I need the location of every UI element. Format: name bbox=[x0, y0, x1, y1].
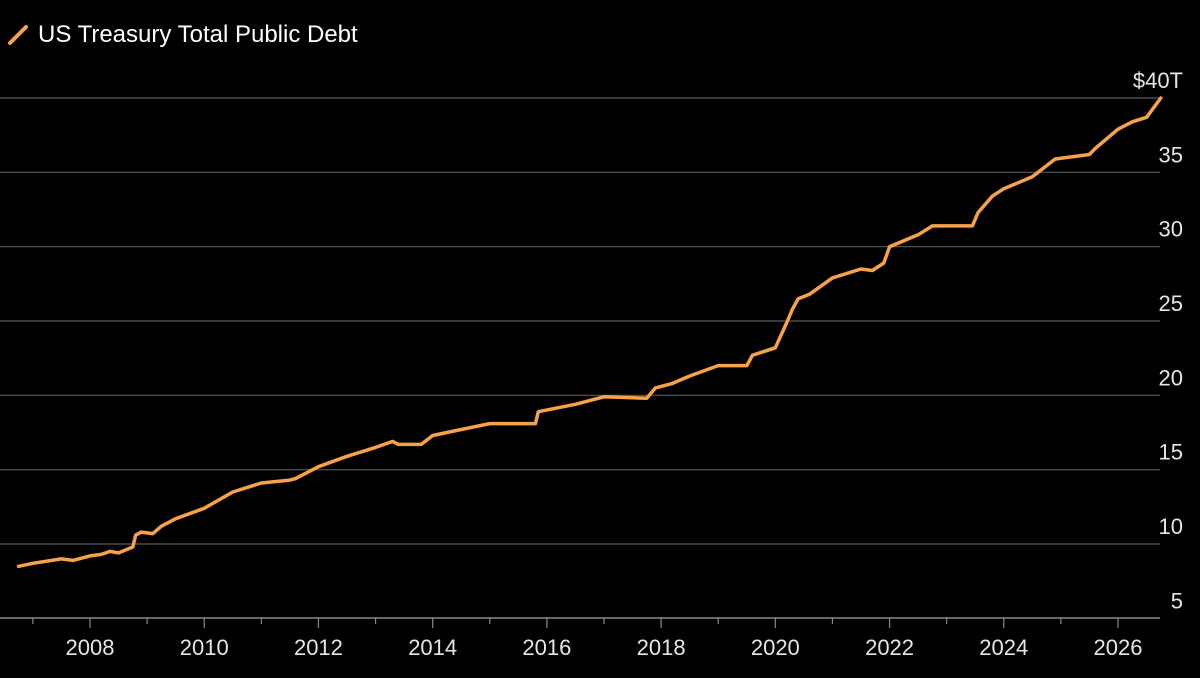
x-tick-label-2020: 2020 bbox=[751, 635, 800, 660]
x-tick-label-2022: 2022 bbox=[865, 635, 914, 660]
x-tick-label-2010: 2010 bbox=[180, 635, 229, 660]
x-tick-label-2026: 2026 bbox=[1094, 635, 1143, 660]
x-tick-label-2014: 2014 bbox=[408, 635, 457, 660]
y-tick-label-40: $40T bbox=[1133, 68, 1183, 93]
x-tick-label-2016: 2016 bbox=[522, 635, 571, 660]
grid-lines bbox=[0, 97, 1160, 545]
series-layer bbox=[16, 96, 1163, 569]
y-axis-labels: 5 10 15 20 25 30 35 $40T bbox=[1133, 68, 1183, 613]
y-tick-label-10: 10 bbox=[1159, 514, 1183, 539]
y-tick-label-20: 20 bbox=[1159, 365, 1183, 390]
legend-line-icon bbox=[8, 25, 28, 45]
x-tick-label-2024: 2024 bbox=[979, 635, 1028, 660]
x-tick-label-2018: 2018 bbox=[637, 635, 686, 660]
series-line-0 bbox=[16, 96, 1163, 569]
legend-label: US Treasury Total Public Debt bbox=[38, 21, 358, 48]
y-tick-label-5: 5 bbox=[1171, 588, 1183, 613]
x-axis: 2008 2010 2012 2014 2016 2018 2020 2022 2024 2026 bbox=[0, 617, 1160, 660]
legend: US Treasury Total Public Debt bbox=[6, 18, 358, 52]
y-tick-label-30: 30 bbox=[1159, 217, 1183, 242]
y-tick-label-15: 15 bbox=[1159, 440, 1183, 465]
x-tick-label-2012: 2012 bbox=[294, 635, 343, 660]
y-tick-label-25: 25 bbox=[1159, 291, 1183, 316]
x-tick-label-2008: 2008 bbox=[66, 635, 115, 660]
y-tick-label-35: 35 bbox=[1159, 142, 1183, 167]
